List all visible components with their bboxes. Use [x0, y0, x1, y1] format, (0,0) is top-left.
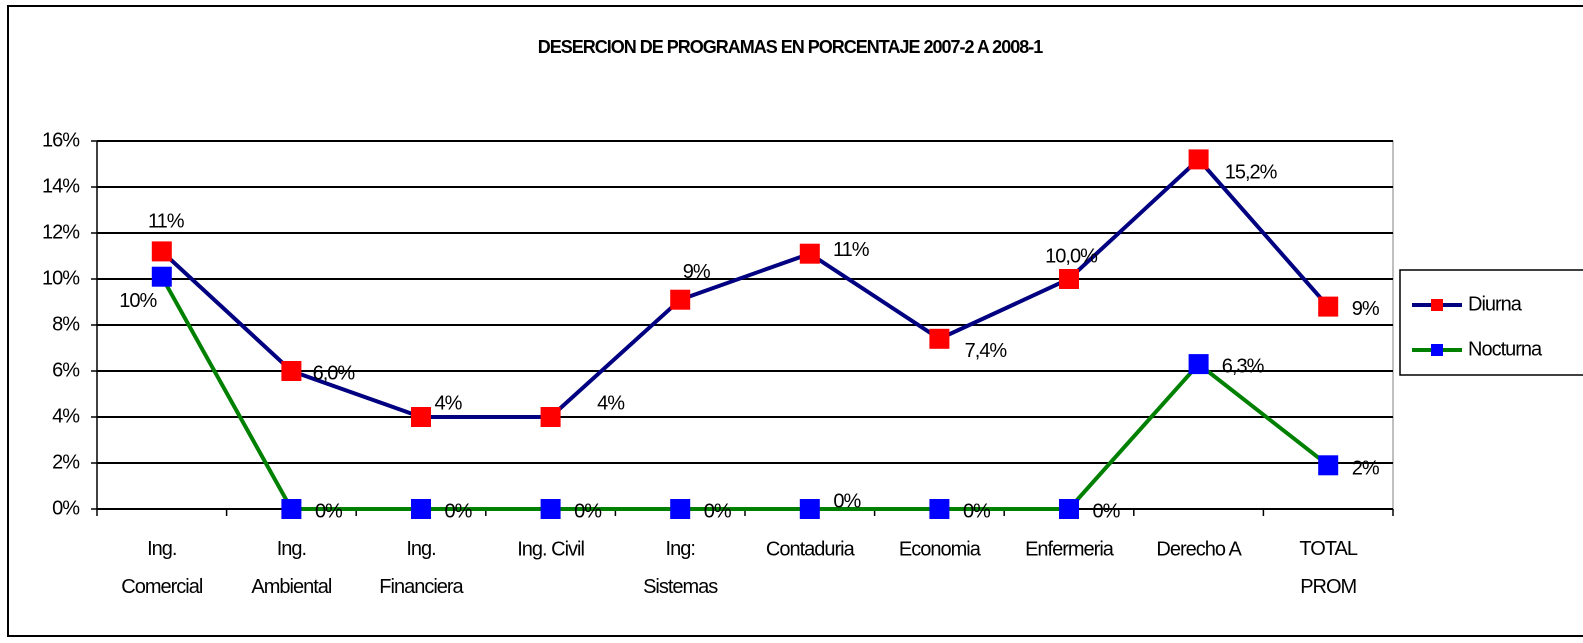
marker [281, 499, 302, 519]
y-tick-label: 4% [52, 405, 80, 427]
x-tick-label: Ing: Sistemas [643, 538, 718, 598]
marker [411, 499, 431, 519]
marker [151, 266, 172, 287]
marker [1318, 455, 1339, 476]
value-label: 0% [1093, 500, 1121, 522]
value-label: 7,4% [965, 340, 1008, 362]
value-label: 10,0% [1045, 245, 1098, 267]
x-tick-label: Ing. Ambiental [251, 538, 331, 598]
value-label: 0% [963, 500, 991, 522]
marker [1188, 354, 1209, 375]
value-label: 0% [704, 500, 732, 522]
y-tick-label: 0% [52, 497, 80, 519]
value-label: 2% [1352, 458, 1380, 480]
series-line [160, 156, 1330, 419]
marker [540, 407, 561, 427]
marker [1059, 269, 1079, 289]
value-label: 9% [683, 261, 711, 283]
x-tick-label: Ing. Financiera [379, 538, 464, 598]
value-label: 9% [1352, 298, 1380, 320]
value-label: 0% [445, 500, 473, 522]
value-label: 11% [148, 211, 185, 233]
y-tick-label: 10% [42, 267, 80, 289]
value-label: 11% [833, 239, 870, 261]
y-tick-label: 12% [42, 221, 80, 243]
x-tick-label: Enfermeria [1025, 538, 1115, 560]
y-tick-label: 14% [42, 175, 80, 197]
marker [799, 499, 820, 519]
x-tick-label: Ing. Civil [517, 538, 584, 560]
legend-box [1399, 269, 1583, 376]
x-tick-label: Economia [899, 538, 982, 560]
x-tick-label: TOTAL PROM [1299, 538, 1357, 598]
legend-label: Diurna [1468, 293, 1523, 315]
marker [281, 361, 302, 381]
y-tick-label: 8% [52, 313, 80, 335]
marker [799, 243, 820, 264]
value-label: 0% [574, 500, 602, 522]
y-tick-label: 6% [52, 359, 80, 381]
y-tick-label: 2% [52, 451, 80, 473]
y-tick-label: 16% [42, 129, 80, 151]
marker [929, 328, 950, 349]
value-label: 4% [435, 392, 463, 414]
chart-title: DESERCION DE PROGRAMAS EN PORCENTAJE 200… [538, 37, 1043, 57]
legend-marker [1431, 344, 1443, 356]
marker [151, 241, 172, 262]
value-label: 4% [597, 392, 625, 414]
value-label: 10% [119, 290, 157, 312]
series-line [160, 275, 1330, 511]
x-tick-label: Ing. Comercial [121, 538, 203, 598]
value-label: 0% [315, 500, 343, 522]
value-label: 6,0% [313, 362, 356, 384]
x-tick-label: Derecho A [1156, 538, 1242, 560]
marker [540, 499, 561, 519]
legend-marker [1431, 299, 1443, 311]
value-label: 6,3% [1222, 355, 1265, 377]
marker [1318, 296, 1339, 317]
value-label: 15,2% [1225, 162, 1278, 184]
marker [929, 499, 950, 519]
marker [670, 499, 691, 519]
marker [1059, 499, 1079, 519]
x-tick-label: Contaduria [766, 538, 856, 560]
legend-label: Nocturna [1468, 338, 1543, 360]
marker [670, 289, 691, 310]
marker [411, 407, 431, 427]
marker [1188, 149, 1209, 170]
value-label: 0% [833, 490, 861, 512]
